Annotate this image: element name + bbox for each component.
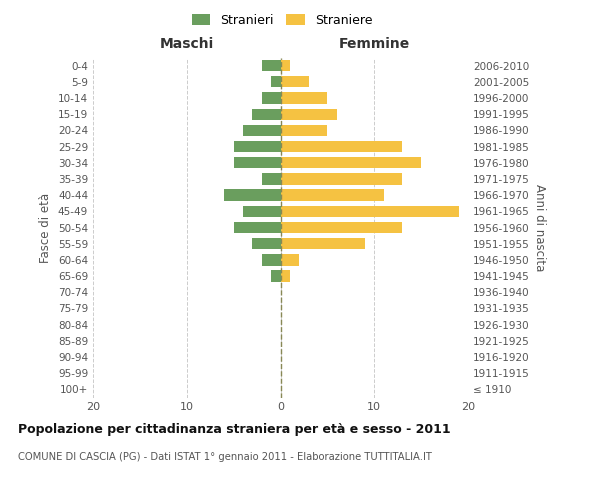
Bar — [253, 238, 281, 250]
Bar — [262, 92, 281, 104]
Bar — [233, 157, 281, 168]
Y-axis label: Anni di nascita: Anni di nascita — [533, 184, 546, 271]
Bar — [281, 174, 403, 184]
Bar — [233, 222, 281, 233]
Bar — [281, 190, 383, 201]
Text: Maschi: Maschi — [160, 36, 214, 51]
Text: Femmine: Femmine — [338, 36, 410, 51]
Bar — [281, 157, 421, 168]
Text: COMUNE DI CASCIA (PG) - Dati ISTAT 1° gennaio 2011 - Elaborazione TUTTITALIA.IT: COMUNE DI CASCIA (PG) - Dati ISTAT 1° ge… — [18, 452, 432, 462]
Bar — [281, 108, 337, 120]
Bar — [233, 141, 281, 152]
Text: Popolazione per cittadinanza straniera per età e sesso - 2011: Popolazione per cittadinanza straniera p… — [18, 422, 451, 436]
Bar — [281, 60, 290, 72]
Bar — [243, 124, 281, 136]
Bar — [281, 222, 403, 233]
Bar — [281, 206, 458, 217]
Bar — [281, 238, 365, 250]
Bar — [243, 206, 281, 217]
Bar — [281, 124, 328, 136]
Bar — [281, 141, 403, 152]
Bar — [262, 60, 281, 72]
Bar — [271, 270, 281, 281]
Bar — [281, 254, 299, 266]
Bar — [281, 76, 308, 88]
Legend: Stranieri, Straniere: Stranieri, Straniere — [187, 8, 377, 32]
Bar — [262, 254, 281, 266]
Bar — [262, 174, 281, 184]
Bar — [253, 108, 281, 120]
Bar — [281, 270, 290, 281]
Bar — [271, 76, 281, 88]
Bar — [281, 92, 328, 104]
Bar — [224, 190, 281, 201]
Y-axis label: Fasce di età: Fasce di età — [40, 192, 52, 262]
